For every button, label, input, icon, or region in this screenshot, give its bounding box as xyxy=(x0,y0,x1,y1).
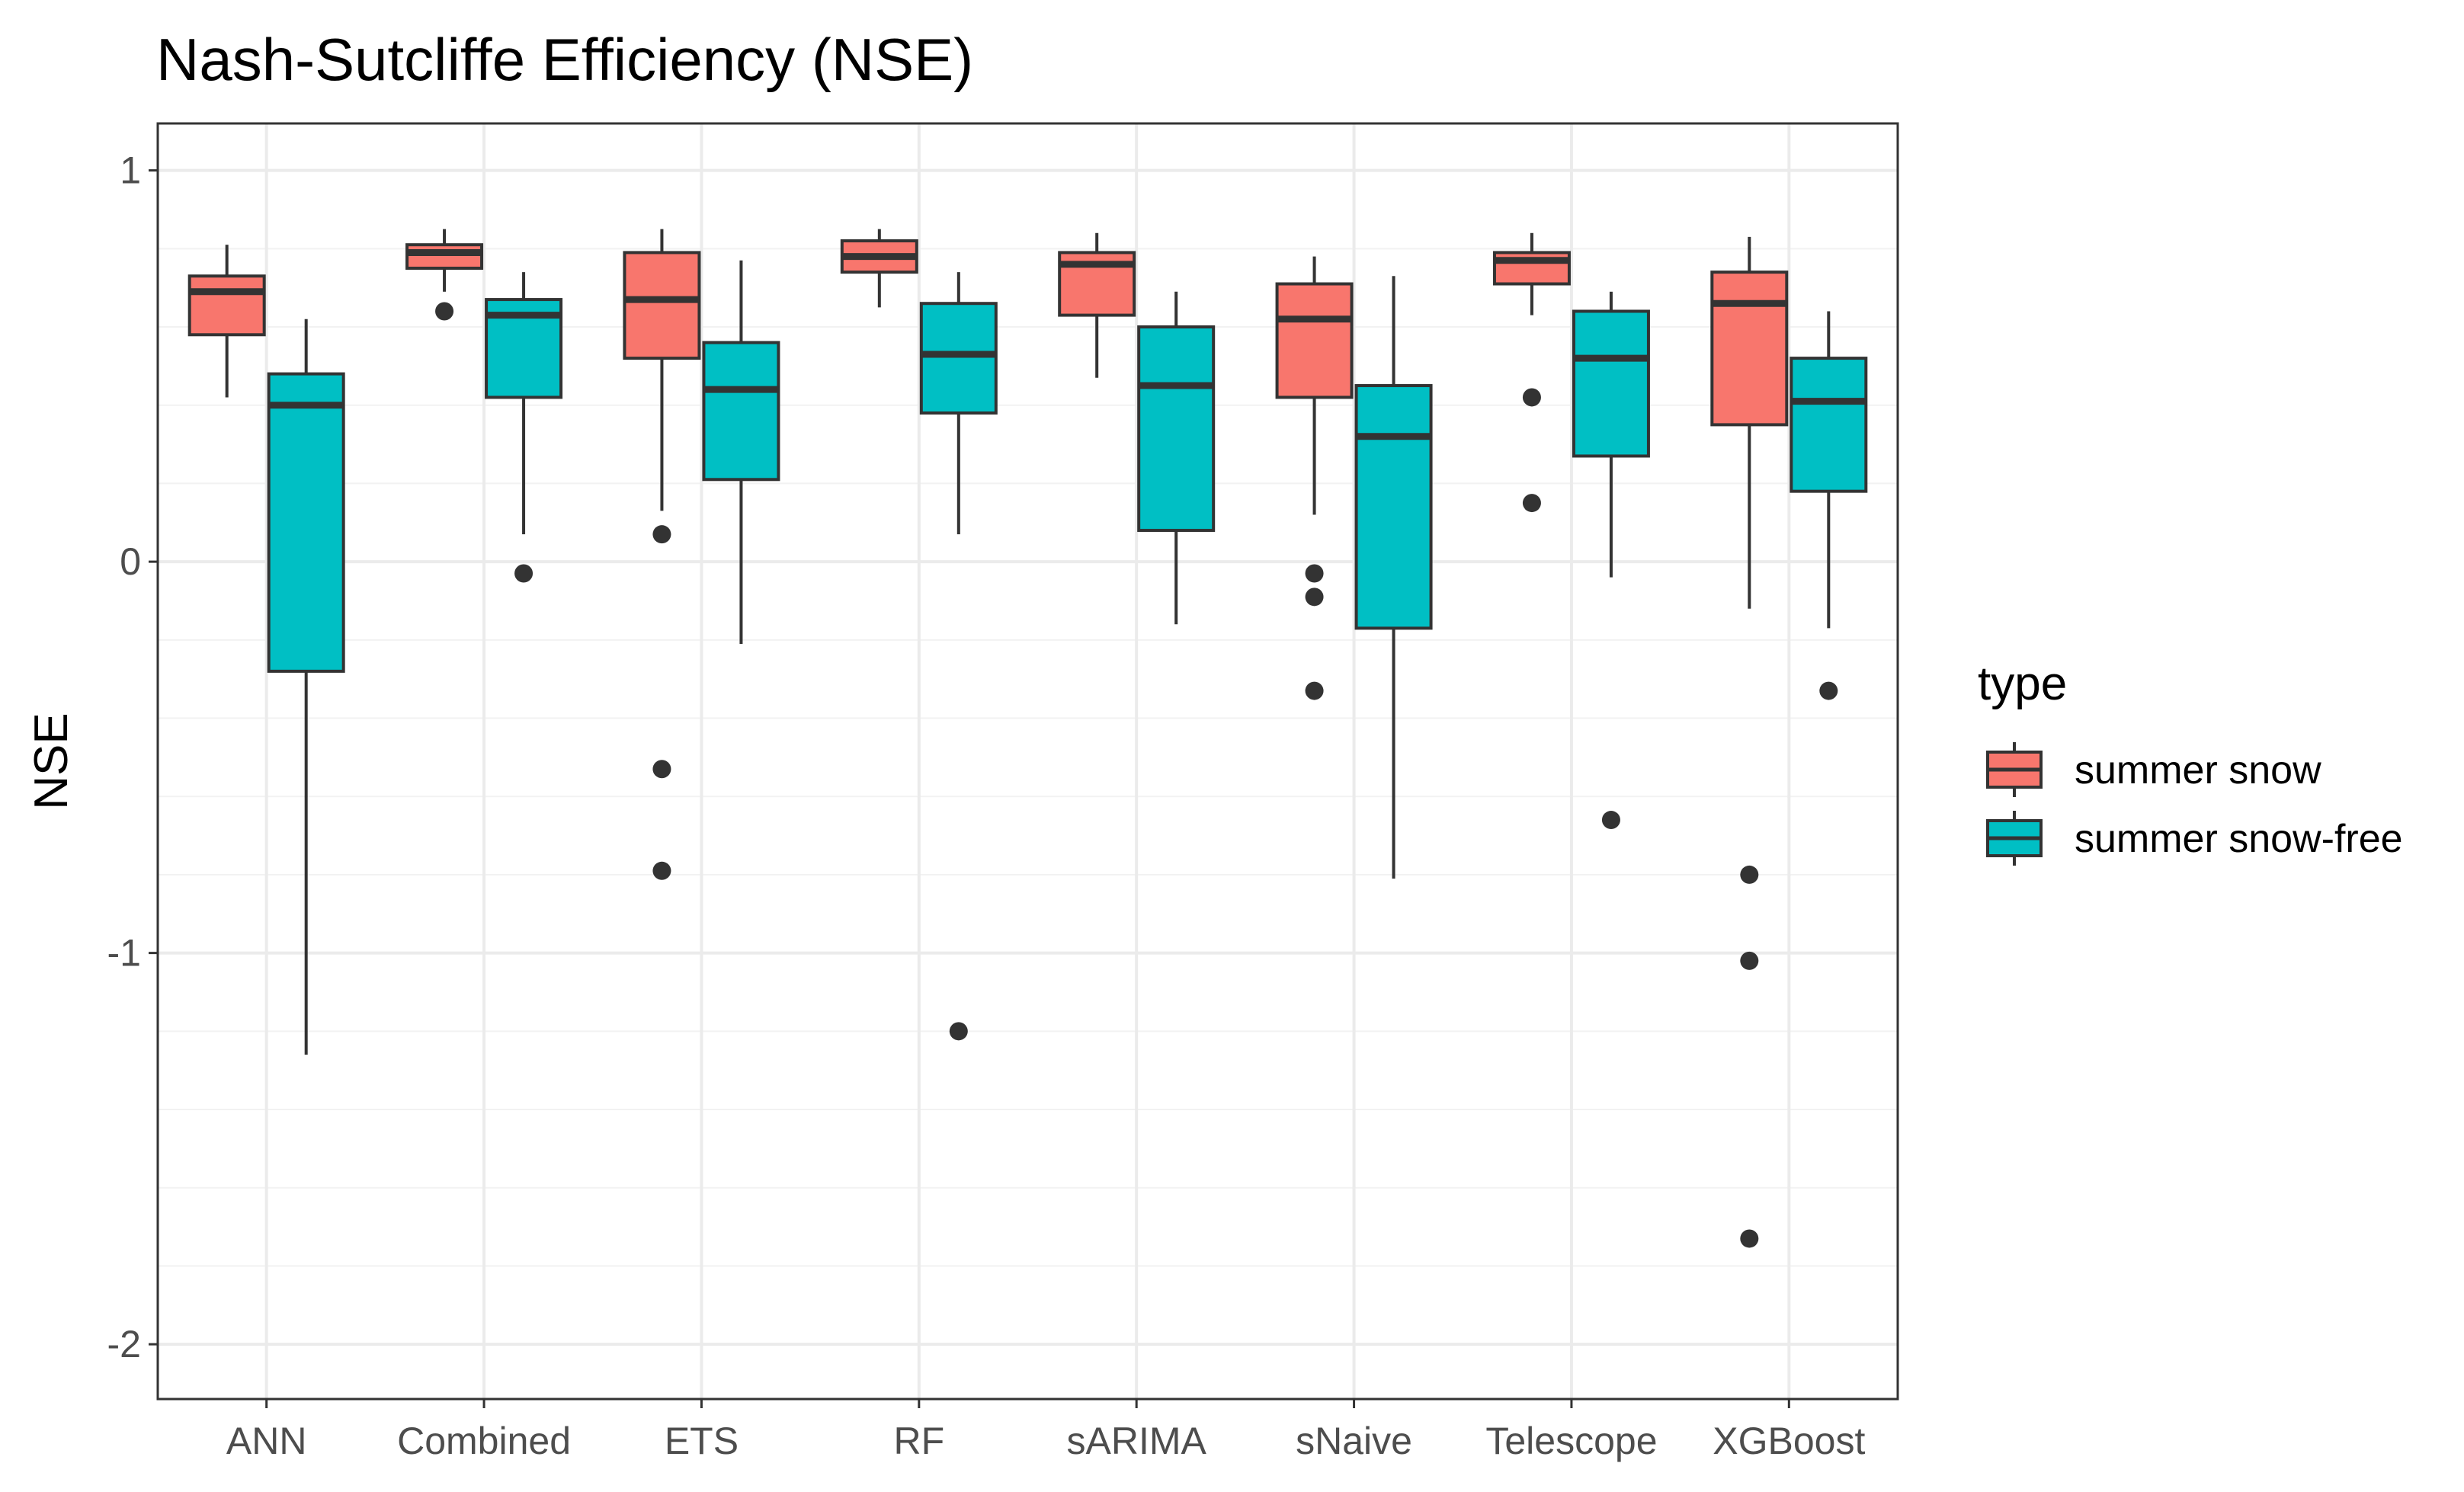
box-iqr xyxy=(1275,282,1354,399)
y-axis-title: NSE xyxy=(25,712,78,809)
legend-label: summer snow-free xyxy=(2075,817,2403,861)
x-tick-label: ANN xyxy=(226,1420,307,1462)
box-snaive-summer-snow xyxy=(1275,256,1354,700)
outlier-point xyxy=(1522,494,1541,513)
outlier-point xyxy=(1305,681,1324,700)
box-telescope-summer-snow-free xyxy=(1572,291,1650,830)
box-sarima-summer-snow-free xyxy=(1137,291,1216,625)
x-tick-label: Telescope xyxy=(1485,1420,1657,1462)
box-iqr xyxy=(1354,384,1433,630)
legend-label: summer snow xyxy=(2075,748,2321,792)
box-ets-summer-snow xyxy=(623,229,701,880)
y-tick-label: 0 xyxy=(120,540,141,583)
x-tick-label: Combined xyxy=(397,1420,571,1462)
box-ann-summer-snow xyxy=(187,245,266,398)
box-iqr xyxy=(405,243,484,270)
box-sarima-summer-snow xyxy=(1058,232,1136,378)
legend: type summer snow summer snow-free xyxy=(1978,658,2403,866)
box-ann-summer-snow-free xyxy=(267,319,345,1055)
box-iqr xyxy=(623,251,701,360)
legend-item: summer snow-free xyxy=(1986,811,2403,866)
box-snaive-summer-snow-free xyxy=(1354,276,1433,879)
box-iqr xyxy=(919,302,998,415)
outlier-point xyxy=(1305,588,1324,607)
box-telescope-summer-snow xyxy=(1492,232,1571,513)
y-tick-label: 1 xyxy=(120,149,141,192)
outlier-point xyxy=(1819,681,1838,700)
outlier-point xyxy=(1740,865,1759,884)
y-tick-label: -2 xyxy=(107,1323,141,1366)
x-tick-label: ETS xyxy=(665,1420,739,1462)
axis-layer: 1 0 -1 -2 ANN Combined ETS RF sARIMA sNaive Telesc… xyxy=(107,149,1866,1462)
outlier-point xyxy=(652,760,671,779)
box-iqr xyxy=(1572,309,1650,458)
x-tick-label: sNaive xyxy=(1296,1420,1412,1462)
outlier-point xyxy=(514,564,533,583)
outlier-point xyxy=(949,1022,968,1041)
outlier-point xyxy=(652,525,671,544)
box-layer xyxy=(187,229,1868,1248)
box-iqr xyxy=(1710,271,1789,427)
box-xgboost-summer-snow-free xyxy=(1790,311,1868,700)
legend-item: summer snow xyxy=(1986,742,2321,797)
x-tick-label: sARIMA xyxy=(1067,1420,1207,1462)
box-combined-summer-snow xyxy=(405,229,484,321)
box-ets-summer-snow-free xyxy=(702,260,780,644)
outlier-point xyxy=(1740,951,1759,970)
box-rf-summer-snow xyxy=(840,229,918,308)
outlier-point xyxy=(652,861,671,880)
box-iqr xyxy=(1137,325,1216,533)
y-tick-label: -1 xyxy=(107,932,141,975)
box-rf-summer-snow-free xyxy=(919,272,998,1041)
outlier-point xyxy=(1522,388,1541,407)
outlier-point xyxy=(1305,564,1324,583)
outlier-point xyxy=(1601,811,1620,830)
box-iqr xyxy=(267,372,345,673)
chart-title: Nash-Sutcliffe Efficiency (NSE) xyxy=(156,26,973,93)
outlier-point xyxy=(435,302,454,321)
x-tick-label: RF xyxy=(893,1420,944,1462)
box-iqr xyxy=(702,341,780,482)
box-iqr xyxy=(1790,357,1868,493)
panel-border xyxy=(156,122,1899,1401)
box-combined-summer-snow-free xyxy=(485,272,563,583)
box-xgboost-summer-snow xyxy=(1710,236,1789,1248)
legend-title: type xyxy=(1978,658,2067,710)
outlier-point xyxy=(1740,1229,1759,1248)
box-iqr xyxy=(187,274,266,337)
x-tick-label: XGBoost xyxy=(1713,1420,1865,1462)
